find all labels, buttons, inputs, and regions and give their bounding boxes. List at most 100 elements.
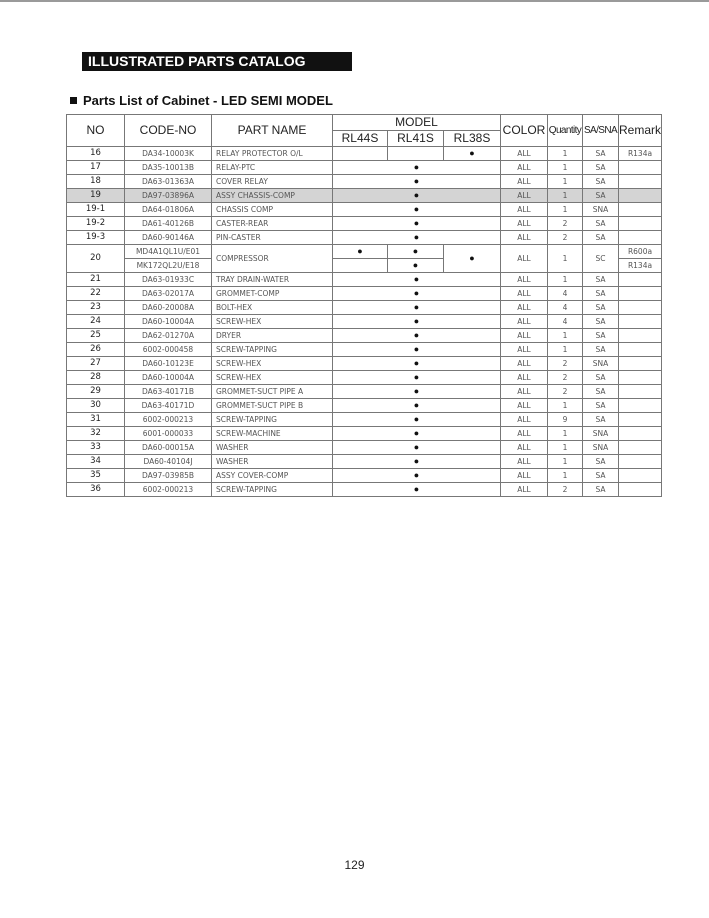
- name-cell: SCREW-TAPPING: [211, 342, 333, 357]
- bullet-square-icon: [70, 97, 77, 104]
- c-cell: 2: [547, 384, 583, 399]
- c-cell: SA: [582, 300, 619, 315]
- c-cell: 1: [547, 328, 583, 343]
- code-cell: DA63-40171B: [124, 384, 212, 399]
- c-cell: ALL: [500, 314, 548, 329]
- model-marker: ●: [332, 384, 501, 399]
- c-cell: [617, 188, 663, 203]
- c-cell: SA: [582, 146, 619, 161]
- name-cell: SCREW-HEX: [211, 356, 333, 371]
- c-cell: 1: [547, 146, 583, 161]
- no-cell: 32: [66, 426, 125, 441]
- c-cell: R600a: [617, 244, 663, 259]
- c-cell: ALL: [500, 216, 548, 231]
- c-cell: SA: [582, 216, 619, 231]
- no-cell: 19-1: [66, 202, 125, 217]
- code-cell: DA60-00015A: [124, 440, 212, 455]
- header-quantity: Quantity: [547, 114, 583, 147]
- header-model-rl38s: RL38S: [443, 130, 501, 147]
- header-sa-sna: SA/SNA: [582, 114, 619, 147]
- remark-cell: [617, 314, 663, 329]
- table-row: 28 DA60-10004A SCREW-HEX ● ALL 2 SA: [66, 370, 663, 385]
- name-cell: ASSY CHASSIS-COMP: [211, 188, 333, 203]
- c-cell: [617, 160, 663, 175]
- c-cell: 2: [547, 482, 583, 497]
- name-cell: PIN-CASTER: [211, 230, 333, 245]
- header-color: COLOR: [500, 114, 548, 147]
- name-cell: GROMMET-COMP: [211, 286, 333, 301]
- table-row: 24 DA60-10004A SCREW-HEX ● ALL 4 SA: [66, 314, 663, 329]
- table-row: 17 DA35-10013B RELAY-PTC ● ALL 1 SA: [66, 160, 663, 175]
- code-cell: DA34-10003K: [124, 146, 212, 161]
- model-marker: ●: [332, 426, 501, 441]
- model-marker: ●: [332, 370, 501, 385]
- code-cell: DA60-10004A: [124, 314, 212, 329]
- no-cell: 36: [66, 482, 125, 497]
- parts-table: NO CODE-NO PART NAME MODEL COLOR Quantit…: [66, 114, 663, 497]
- c-cell: ALL: [500, 146, 548, 161]
- no-cell: 17: [66, 160, 125, 175]
- table-row: 32 6001-000033 SCREW-MACHINE ● ALL 1 SNA: [66, 426, 663, 441]
- c-cell: ALL: [500, 174, 548, 189]
- c-cell: 1: [547, 244, 583, 273]
- table-row: 19 DA97-03896A ASSY CHASSIS-COMP ● ALL 1 SA: [66, 188, 663, 203]
- c-cell: SC: [582, 244, 619, 273]
- code-cell: DA61-40126B: [124, 216, 212, 231]
- c-cell: ALL: [500, 440, 548, 455]
- no-cell: 19-3: [66, 230, 125, 245]
- no-cell: 27: [66, 356, 125, 371]
- model-marker: ●: [332, 468, 501, 483]
- no-cell: 24: [66, 314, 125, 329]
- name-cell: RELAY PROTECTOR O/L: [211, 146, 333, 161]
- model-marker: ●: [332, 356, 501, 371]
- c-cell: 1: [547, 272, 583, 287]
- no-cell: 34: [66, 454, 125, 469]
- table-row: 30 DA63-40171D GROMMET-SUCT PIPE B ● ALL 1 SA: [66, 398, 663, 413]
- table-row: 19-1 DA64-01806A CHASSIS COMP ● ALL 1 SNA: [66, 202, 663, 217]
- c-cell: SA: [582, 188, 619, 203]
- header-model: MODEL: [332, 114, 501, 131]
- name-cell: SCREW-TAPPING: [211, 412, 333, 427]
- c-cell: SNA: [582, 440, 619, 455]
- code-cell: DA35-10013B: [124, 160, 212, 175]
- no-cell: 20: [66, 244, 125, 273]
- name-cell: BOLT-HEX: [211, 300, 333, 315]
- c-cell: 1: [547, 342, 583, 357]
- code-cell: DA62-01270A: [124, 328, 212, 343]
- table-row: 23 DA60-20008A BOLT-HEX ● ALL 4 SA: [66, 300, 663, 315]
- name-cell: GROMMET-SUCT PIPE A: [211, 384, 333, 399]
- no-cell: 30: [66, 398, 125, 413]
- remark-cell: [617, 468, 663, 483]
- remark-cell: [617, 328, 663, 343]
- model-marker: ●: [332, 300, 501, 315]
- remark-cell: [617, 356, 663, 371]
- c-cell: SA: [582, 468, 619, 483]
- table-heading: Parts List of Cabinet - LED SEMI MODEL: [70, 93, 333, 108]
- code-cell: DA60-20008A: [124, 300, 212, 315]
- model-marker: ●: [332, 454, 501, 469]
- code-cell: DA63-40171D: [124, 398, 212, 413]
- c-cell: SA: [582, 286, 619, 301]
- no-cell: 19: [66, 188, 125, 203]
- model-marker: ●: [332, 286, 501, 301]
- code-cell: 6002-000213: [124, 412, 212, 427]
- c-cell: SNA: [582, 356, 619, 371]
- no-cell: 28: [66, 370, 125, 385]
- name-cell: COMPRESSOR: [211, 244, 333, 273]
- table-row: 16 DA34-10003K RELAY PROTECTOR O/L ● ALL 1 SA R…: [66, 146, 663, 161]
- table-row: 25 DA62-01270A DRYER ● ALL 1 SA: [66, 328, 663, 343]
- c-cell: SA: [582, 342, 619, 357]
- table-row: 18 DA63-01363A COVER RELAY ● ALL 1 SA: [66, 174, 663, 189]
- c-cell: SA: [582, 328, 619, 343]
- header-remark: Remark: [617, 114, 663, 147]
- remark-cell: [617, 300, 663, 315]
- c-cell: ALL: [500, 160, 548, 175]
- code-cell: DA63-02017A: [124, 286, 212, 301]
- c-cell: ALL: [500, 356, 548, 371]
- table-row: 31 6002-000213 SCREW-TAPPING ● ALL 9 SA: [66, 412, 663, 427]
- c-cell: 1: [547, 398, 583, 413]
- code-cell: DA60-90146A: [124, 230, 212, 245]
- c-cell: 4: [547, 286, 583, 301]
- c-cell: ALL: [500, 272, 548, 287]
- c-cell: ALL: [500, 384, 548, 399]
